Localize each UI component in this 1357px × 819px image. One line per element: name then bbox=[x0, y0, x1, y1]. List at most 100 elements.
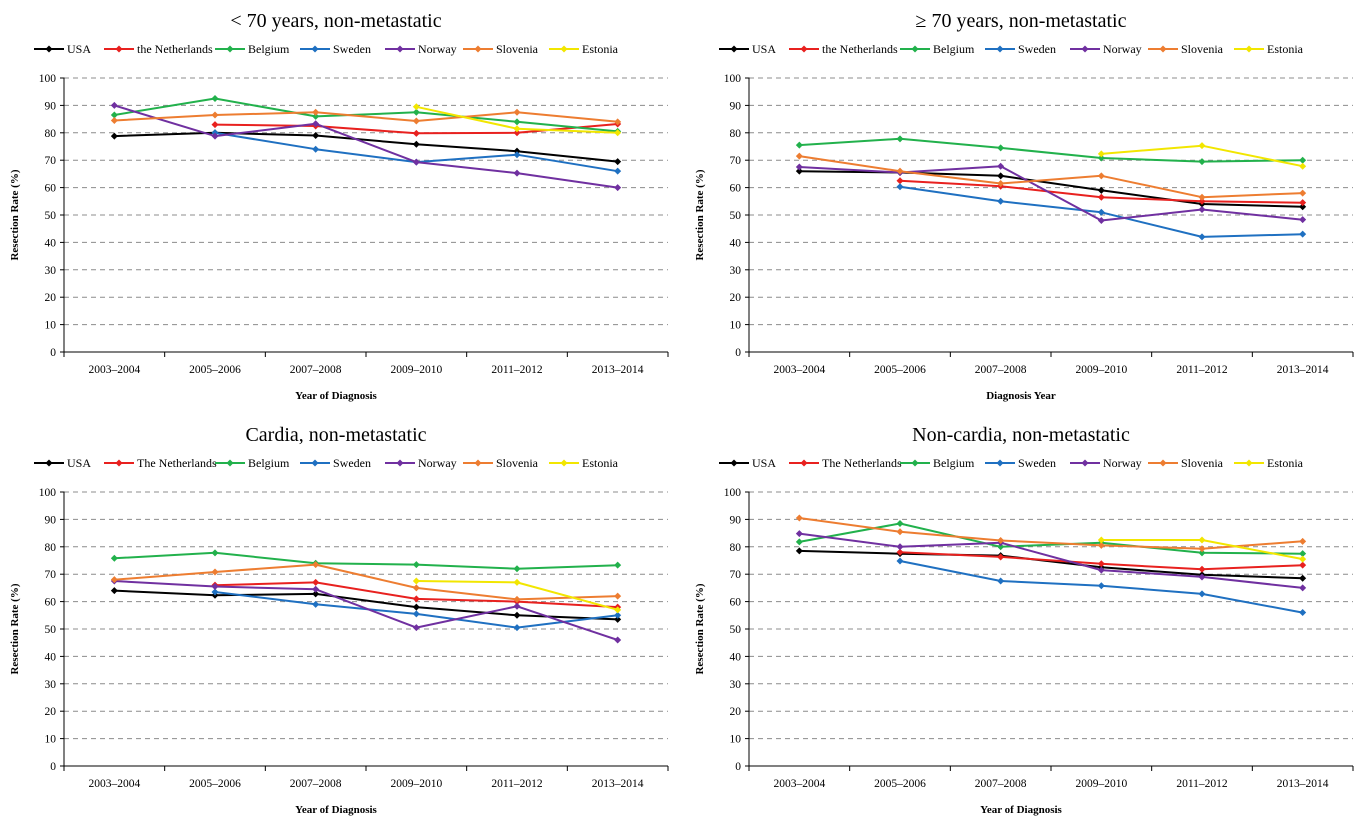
c3-legend-marker-belgium bbox=[911, 459, 919, 467]
c2-y-axis-label: Resection Rate (%) bbox=[9, 583, 21, 674]
c1-point-the-netherlands-4 bbox=[1198, 197, 1206, 205]
c2-y-tick-label-80: 80 bbox=[45, 542, 57, 554]
c0-point-slovenia-5 bbox=[614, 118, 622, 126]
c2-legend-marker-slovenia bbox=[474, 459, 482, 467]
c3-x-tick-label-1: 2005–2006 bbox=[874, 778, 926, 790]
c2-point-usa-0 bbox=[110, 587, 118, 595]
c3-legend-entry-slovenia: Slovenia bbox=[1148, 456, 1224, 470]
c1-point-belgium-2 bbox=[997, 144, 1005, 152]
c1-y-tick-label-80: 80 bbox=[730, 128, 742, 140]
c3-point-norway-3 bbox=[1097, 566, 1105, 574]
c3-series-sweden bbox=[896, 557, 1307, 617]
c2-legend-entry-slovenia: Slovenia bbox=[463, 456, 539, 470]
c0-legend-marker-norway bbox=[396, 45, 404, 53]
c3-legend-entry-the-netherlands: The Netherlands bbox=[789, 456, 902, 470]
c0-point-sweden-4 bbox=[513, 151, 521, 159]
c0-legend-marker-the-netherlands bbox=[115, 45, 123, 53]
c2-legend-label-belgium: Belgium bbox=[248, 456, 290, 470]
c3-x-tick-label-3: 2009–2010 bbox=[1075, 778, 1127, 790]
c0-y-tick-label-10: 10 bbox=[45, 320, 57, 332]
c3-series-line-slovenia bbox=[799, 517, 1303, 550]
c3-legend-label-norway: Norway bbox=[1103, 456, 1142, 470]
c2-point-usa-5 bbox=[614, 615, 622, 623]
c3-legend-entry-belgium: Belgium bbox=[900, 456, 975, 470]
c3-series-slovenia bbox=[795, 514, 1307, 553]
c0-point-slovenia-1 bbox=[211, 111, 219, 119]
c0-point-slovenia-0 bbox=[110, 116, 118, 124]
c0-y-tick-label-70: 70 bbox=[45, 155, 57, 167]
chart-panel-cardia: Cardia, non-metastatic USA The Netherlands… bbox=[0, 414, 672, 819]
c0-point-sweden-2 bbox=[312, 145, 320, 153]
c2-y-tick-label-0: 0 bbox=[50, 761, 56, 773]
c3-legend-entry-sweden: Sweden bbox=[985, 456, 1056, 470]
c0-point-norway-3 bbox=[412, 158, 420, 166]
c0-point-slovenia-2 bbox=[312, 108, 320, 116]
c0-legend-label-norway: Norway bbox=[418, 42, 457, 56]
c3-point-sweden-2 bbox=[997, 577, 1005, 585]
c2-point-estonia-3 bbox=[412, 577, 420, 585]
c1-x-tick-label-1: 2005–2006 bbox=[874, 364, 926, 376]
c2-point-slovenia-0 bbox=[110, 576, 118, 584]
c2-point-sweden-5 bbox=[614, 611, 622, 619]
c3-y-tick-label-10: 10 bbox=[730, 734, 742, 746]
c0-x-tick-label-2: 2007–2008 bbox=[290, 364, 342, 376]
c1-x-tick-label-3: 2009–2010 bbox=[1075, 364, 1127, 376]
c1-series-slovenia bbox=[795, 152, 1307, 201]
c1-point-estonia-5 bbox=[1299, 162, 1307, 170]
c3-point-belgium-4 bbox=[1198, 549, 1206, 557]
c0-point-usa-3 bbox=[412, 140, 420, 148]
chart-under-70: < 70 years, non-metastatic USA the Netherl… bbox=[9, 10, 669, 402]
c0-legend-label-estonia: Estonia bbox=[582, 42, 619, 56]
c1-legend-label-norway: Norway bbox=[1103, 42, 1142, 56]
c2-x-tick-label-3: 2009–2010 bbox=[390, 778, 442, 790]
c3-point-slovenia-1 bbox=[896, 528, 904, 536]
c1-point-sweden-5 bbox=[1299, 230, 1307, 238]
c1-y-tick-label-40: 40 bbox=[730, 237, 742, 249]
c1-legend-entry-estonia: Estonia bbox=[1234, 42, 1304, 56]
c3-x-tick-label-2: 2007–2008 bbox=[975, 778, 1027, 790]
c2-point-belgium-4 bbox=[513, 565, 521, 573]
c2-series-line-norway bbox=[114, 580, 619, 641]
c3-point-usa-0 bbox=[795, 547, 803, 555]
c2-y-tick-label-70: 70 bbox=[45, 569, 57, 581]
c3-y-tick-label-30: 30 bbox=[730, 679, 742, 691]
c1-legend-marker-usa bbox=[730, 45, 738, 53]
c1-legend-entry-norway: Norway bbox=[1070, 42, 1142, 56]
c3-y-tick-label-100: 100 bbox=[724, 487, 742, 499]
c3-point-the-netherlands-1 bbox=[896, 548, 904, 556]
c1-legend-label-the-netherlands: the Netherlands bbox=[822, 42, 898, 56]
c3-point-sweden-1 bbox=[896, 557, 904, 565]
c0-legend-marker-sweden bbox=[311, 45, 319, 53]
c2-legend-label-estonia: Estonia bbox=[582, 456, 619, 470]
c1-legend-label-estonia: Estonia bbox=[1267, 42, 1304, 56]
c2-point-norway-4 bbox=[513, 602, 521, 610]
c3-x-tick-label-5: 2013–2014 bbox=[1277, 778, 1329, 790]
c3-point-belgium-1 bbox=[896, 520, 904, 528]
c2-x-tick-label-1: 2005–2006 bbox=[189, 778, 241, 790]
chart-70-plus: ≥ 70 years, non-metastatic USA the Netherl… bbox=[694, 10, 1354, 402]
c0-legend-entry-usa: USA bbox=[34, 42, 91, 56]
c2-point-usa-3 bbox=[412, 603, 420, 611]
c0-series-estonia bbox=[412, 103, 622, 137]
c2-series-estonia bbox=[412, 577, 622, 614]
c3-series-the-netherlands bbox=[896, 548, 1307, 573]
c3-point-slovenia-5 bbox=[1299, 537, 1307, 545]
c0-point-norway-0 bbox=[110, 101, 118, 109]
c3-x-tick-label-0: 2003–2004 bbox=[773, 778, 825, 790]
c1-legend-marker-slovenia bbox=[1159, 45, 1167, 53]
c1-x-tick-label-4: 2011–2012 bbox=[1176, 364, 1228, 376]
c1-y-tick-label-90: 90 bbox=[730, 100, 742, 112]
c1-legend-marker-the-netherlands bbox=[800, 45, 808, 53]
c3-x-tick-label-4: 2011–2012 bbox=[1176, 778, 1228, 790]
c1-chart-title: ≥ 70 years, non-metastatic bbox=[916, 10, 1127, 32]
c0-y-tick-label-20: 20 bbox=[45, 292, 57, 304]
c1-point-slovenia-4 bbox=[1198, 193, 1206, 201]
c1-y-tick-label-60: 60 bbox=[730, 183, 742, 195]
c1-point-estonia-3 bbox=[1097, 150, 1105, 158]
c1-point-the-netherlands-5 bbox=[1299, 199, 1307, 207]
c3-point-estonia-3 bbox=[1097, 536, 1105, 544]
c1-point-sweden-4 bbox=[1198, 233, 1206, 241]
c2-legend-marker-usa bbox=[45, 459, 53, 467]
c2-legend-entry-usa: USA bbox=[34, 456, 91, 470]
c0-y-tick-label-50: 50 bbox=[45, 210, 57, 222]
